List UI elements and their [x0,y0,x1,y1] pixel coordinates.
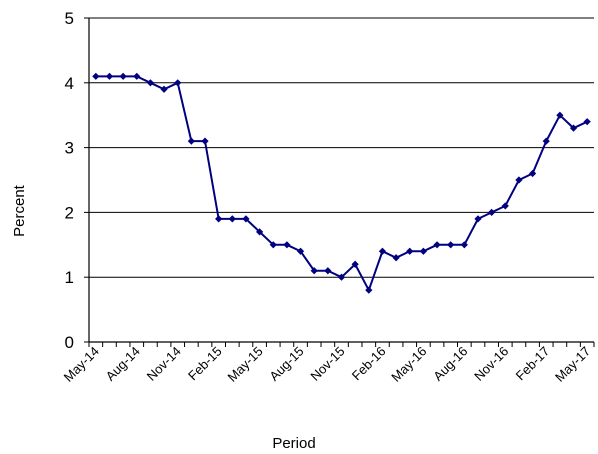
data-point-Jun-14 [105,72,114,80]
data-point-Mar-16 [392,254,400,262]
x-tick-label: Nov-15 [307,344,347,384]
data-point-Aug-16 [460,241,468,249]
data-point-Aug-15 [296,247,305,255]
data-point-May-17 [583,118,591,126]
data-point-Jan-16 [365,286,373,294]
x-tick-label: Feb-17 [513,344,553,384]
data-point-Jul-16 [447,241,455,249]
data-point-Feb-17 [542,137,550,145]
data-point-Jun-16 [433,241,441,249]
data-point-May-15 [256,228,264,236]
data-point-Sep-14 [146,79,155,87]
x-axis-title: Period [272,435,315,452]
data-point-Feb-16 [378,247,387,255]
data-points [92,72,591,294]
data-point-Dec-15 [351,260,359,268]
data-point-May-14 [92,72,100,80]
data-point-Sep-15 [310,267,318,275]
y-axis-title: Percent [11,184,28,237]
x-tick-label: Aug-16 [430,344,470,384]
data-point-Jul-15 [283,241,291,249]
x-tick-label: Feb-16 [349,344,389,384]
data-point-Jul-14 [119,72,127,80]
x-tick-label: Nov-16 [471,344,511,384]
gridlines [89,17,594,278]
data-point-Oct-15 [324,267,332,275]
series-line [95,75,588,293]
data-point-Oct-14 [160,85,168,93]
x-tick-label: May-15 [224,344,265,385]
data-point-Aug-14 [133,72,141,80]
axes [84,17,595,347]
y-tick-label: 1 [65,268,74,287]
y-tick-label: 3 [65,139,74,158]
x-tick-labels: May-14 Aug-14 Nov-14 Feb-15 May-15 Aug-15 Nov-… [61,344,594,385]
data-point-Mar-15 [228,215,236,223]
data-point-Dec-16 [515,176,523,184]
data-point-Nov-14 [174,79,182,87]
y-tick-label: 0 [65,333,74,352]
y-tick-label: 4 [65,74,74,93]
x-tick-label: Feb-15 [185,344,225,384]
x-tick-label: Aug-15 [266,344,306,384]
x-tick-label: Aug-14 [103,344,143,384]
data-point-Apr-17 [569,124,578,132]
x-tick-label: May-17 [552,344,593,385]
data-point-Nov-15 [337,273,346,281]
data-point-Feb-15 [215,215,223,223]
data-point-Jun-15 [269,241,277,249]
data-point-Nov-16 [501,202,509,210]
y-tick-label: 2 [65,203,74,222]
x-tick-label: May-16 [388,344,429,385]
data-point-Jan-15 [201,137,209,145]
data-point-Sep-16 [474,215,482,223]
data-point-Mar-17 [556,111,564,119]
data-point-Dec-14 [187,137,195,145]
x-tick-label: Nov-14 [144,344,184,384]
data-point-Oct-16 [488,208,496,216]
data-point-Jan-17 [528,169,537,178]
y-tick-labels: 0 1 2 3 4 5 [65,9,74,352]
y-tick-label: 5 [65,9,74,28]
data-point-Apr-16 [406,247,414,255]
data-point-Apr-15 [242,215,250,223]
data-point-May-16 [419,247,427,255]
